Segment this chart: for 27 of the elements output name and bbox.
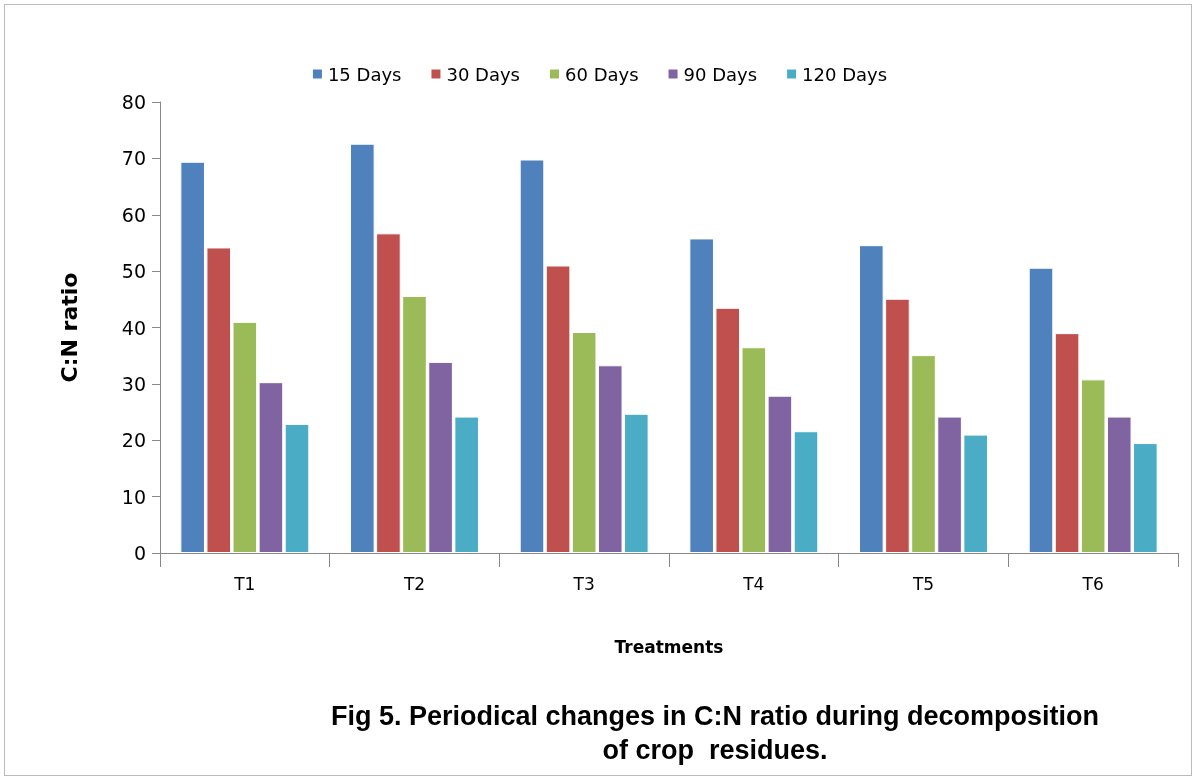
y-tick-label: 80 <box>121 91 146 113</box>
y-tick-label: 60 <box>121 203 146 226</box>
x-tick-label: T3 <box>572 573 595 594</box>
y-tick-label: 40 <box>121 316 146 339</box>
legend-label: 15 Days <box>327 63 402 85</box>
legend-label: 90 Days <box>683 63 758 85</box>
legend-label: 60 Days <box>565 63 639 85</box>
bar <box>793 431 819 553</box>
text: Fig 5. Periodical changes in C:N ratio during decomposition of crop residues. <box>330 701 1100 765</box>
y-tick-label: 70 <box>121 147 146 170</box>
x-tick-label: T6 <box>1081 573 1104 594</box>
y-tick-label: 50 <box>121 260 146 283</box>
y-tick-label: 0 <box>133 542 146 564</box>
bar <box>519 159 545 553</box>
x-tick-label: T4 <box>742 573 765 594</box>
y-tick-label: 30 <box>121 372 146 395</box>
y-tick-label: 20 <box>121 429 146 452</box>
legend-label: 120 Days <box>802 63 888 85</box>
y-tick-label: 10 <box>121 485 146 508</box>
bar <box>284 423 310 553</box>
x-axis-title: Treatments <box>614 636 724 657</box>
y-axis-title: C:N ratio <box>56 272 82 383</box>
x-tick-label: T5 <box>911 573 935 594</box>
bar <box>1028 267 1054 553</box>
x-tick-label: T1 <box>233 573 256 594</box>
x-tick-label: T2 <box>402 573 426 594</box>
legend-label: 30 Days <box>446 63 520 85</box>
